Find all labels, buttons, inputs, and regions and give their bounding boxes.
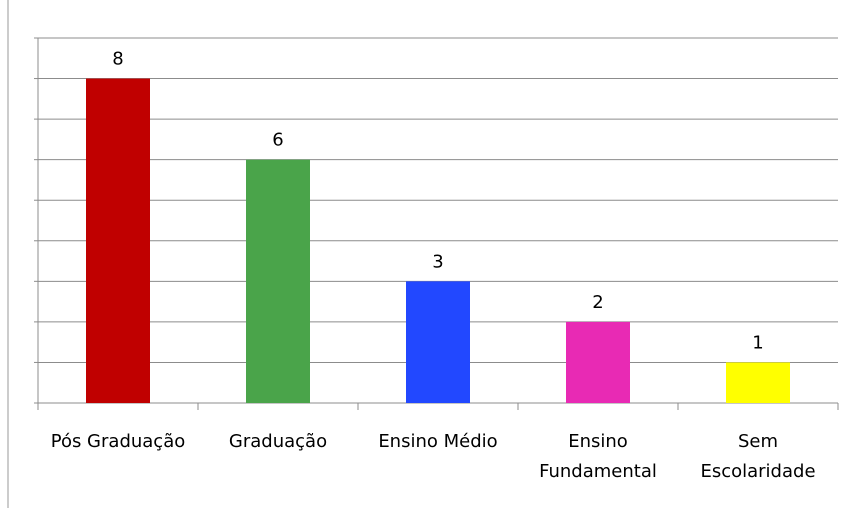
data-label: 2 xyxy=(592,292,603,313)
data-label: 6 xyxy=(272,130,283,151)
x-tick-label: Graduação xyxy=(228,431,328,452)
x-tick-label: Ensino Médio xyxy=(378,431,498,452)
bar xyxy=(406,281,470,403)
data-label: 8 xyxy=(112,49,123,70)
bar xyxy=(566,321,630,403)
bar xyxy=(246,159,310,403)
x-tick-label: Ensino Fundamental xyxy=(539,431,657,482)
category-labels: Pós Graduação Graduação Ensino Médio Ensino… xyxy=(50,431,816,482)
x-tick-label: Sem Escolaridade xyxy=(700,431,816,482)
data-label: 3 xyxy=(432,251,443,272)
x-tick-label: Pós Graduação xyxy=(50,431,186,452)
bar xyxy=(86,78,150,404)
bar xyxy=(726,362,790,403)
data-label: 1 xyxy=(752,332,763,353)
